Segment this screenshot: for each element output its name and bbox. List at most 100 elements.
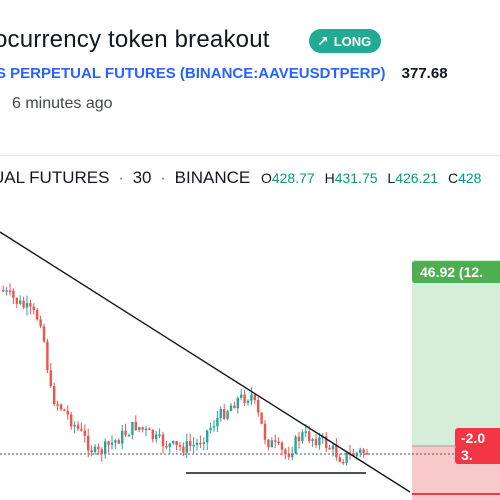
high-value: 431.75	[334, 170, 378, 186]
candle-body	[36, 310, 39, 320]
candle-body	[229, 405, 233, 412]
close-label: C	[447, 170, 459, 186]
candle-body	[53, 386, 56, 405]
candle-body	[19, 300, 22, 304]
candle-body	[287, 454, 290, 457]
candle-body	[304, 431, 307, 433]
candles-group	[2, 283, 369, 466]
candle-body	[236, 397, 239, 409]
candle-body	[185, 441, 188, 453]
candle-body	[148, 428, 151, 431]
candle-body	[226, 411, 229, 419]
low-value: 426.21	[395, 170, 439, 186]
chart-canvas[interactable]	[0, 196, 500, 500]
idea-title[interactable]: ocurrency token breakout	[0, 26, 270, 53]
symbol-row: S PERPETUAL FUTURES (BINANCE:AAVEUSDTPER…	[0, 65, 448, 82]
candle-body	[284, 449, 287, 455]
candle-body	[90, 450, 93, 453]
candle-body	[195, 442, 199, 445]
ohlc-values: O428.77 H431.75 L426.21 C428	[261, 170, 487, 186]
high-label: H	[324, 170, 335, 186]
candle-body	[63, 409, 66, 411]
candle-body	[311, 439, 314, 442]
candle-body	[277, 441, 280, 444]
candle-body	[257, 399, 260, 413]
candle-body	[12, 290, 15, 298]
candle-body	[212, 426, 216, 428]
candle-body	[168, 443, 171, 448]
candle-body	[39, 319, 42, 327]
candle-body	[338, 457, 341, 462]
candle-body	[199, 442, 202, 445]
chart-exchange: BINANCE	[174, 168, 251, 187]
long-badge-label: LONG	[333, 33, 372, 49]
profit-zone[interactable]	[412, 260, 500, 446]
idea-header: ocurrency token breakout ↗ LONG S PERPET…	[0, 0, 500, 150]
close-value: 428	[458, 170, 482, 186]
candle-body	[342, 461, 345, 464]
candle-body	[141, 427, 144, 430]
candle-body	[110, 442, 114, 445]
candle-body	[246, 400, 250, 403]
candle-body	[355, 452, 358, 456]
candle-body	[76, 424, 80, 429]
candle-body	[161, 434, 165, 447]
candle-body	[253, 394, 256, 400]
candle-body	[243, 394, 246, 403]
symbol-price: 377.68	[401, 65, 448, 82]
candle-body	[5, 290, 8, 292]
candle-body	[223, 409, 226, 419]
candle-body	[250, 394, 253, 401]
candle-body	[297, 436, 301, 442]
candle-body	[131, 421, 134, 436]
candle-body	[114, 440, 117, 443]
candle-body	[83, 430, 86, 436]
candle-body	[29, 303, 32, 307]
loss-label: -2.0	[455, 428, 500, 448]
candle-body	[178, 445, 182, 447]
candle-body	[121, 430, 124, 444]
candle-body	[100, 449, 103, 455]
divider	[0, 155, 500, 156]
candle-body	[124, 430, 127, 436]
separator: ·	[118, 168, 124, 187]
chart-symbol-name[interactable]: UAL FUTURES	[0, 168, 110, 187]
loss-label-secondary: 3.	[455, 446, 500, 464]
descending-trendline[interactable]	[0, 231, 411, 493]
candle-body	[240, 394, 243, 398]
candle-body	[189, 441, 192, 446]
candle-body	[32, 306, 35, 311]
price-chart[interactable]	[0, 196, 500, 500]
low-label: L	[387, 170, 396, 186]
candle-body	[104, 441, 107, 455]
candle-body	[206, 430, 209, 443]
candle-body	[219, 409, 222, 419]
candle-body	[73, 424, 76, 427]
candle-body	[325, 436, 328, 448]
arrow-up-right-icon: ↗	[317, 32, 329, 49]
candle-body	[328, 447, 331, 450]
published-time: 6 minutes ago	[12, 95, 113, 112]
candle-body	[182, 446, 185, 453]
candle-body	[107, 441, 110, 445]
candle-body	[42, 326, 46, 342]
candle-body	[155, 434, 158, 440]
candle-body	[308, 431, 311, 442]
chart-legend: UAL FUTURES · 30 · BINANCE O428.77 H431.…	[0, 168, 487, 188]
candle-body	[280, 442, 284, 450]
candle-body	[233, 405, 236, 409]
candle-body	[301, 432, 304, 442]
candle-body	[335, 445, 338, 458]
candle-body	[97, 446, 100, 450]
candle-body	[365, 452, 369, 455]
candle-body	[66, 410, 69, 415]
candle-body	[172, 440, 175, 444]
symbol-link[interactable]: S PERPETUAL FUTURES (BINANCE:AAVEUSDTPER…	[0, 65, 386, 82]
chart-interval[interactable]: 30	[132, 168, 152, 187]
candle-body	[359, 449, 362, 453]
candle-body	[267, 439, 270, 448]
candle-body	[59, 404, 63, 410]
candle-body	[260, 412, 263, 424]
open-label: O	[260, 170, 272, 186]
candle-body	[263, 423, 267, 440]
